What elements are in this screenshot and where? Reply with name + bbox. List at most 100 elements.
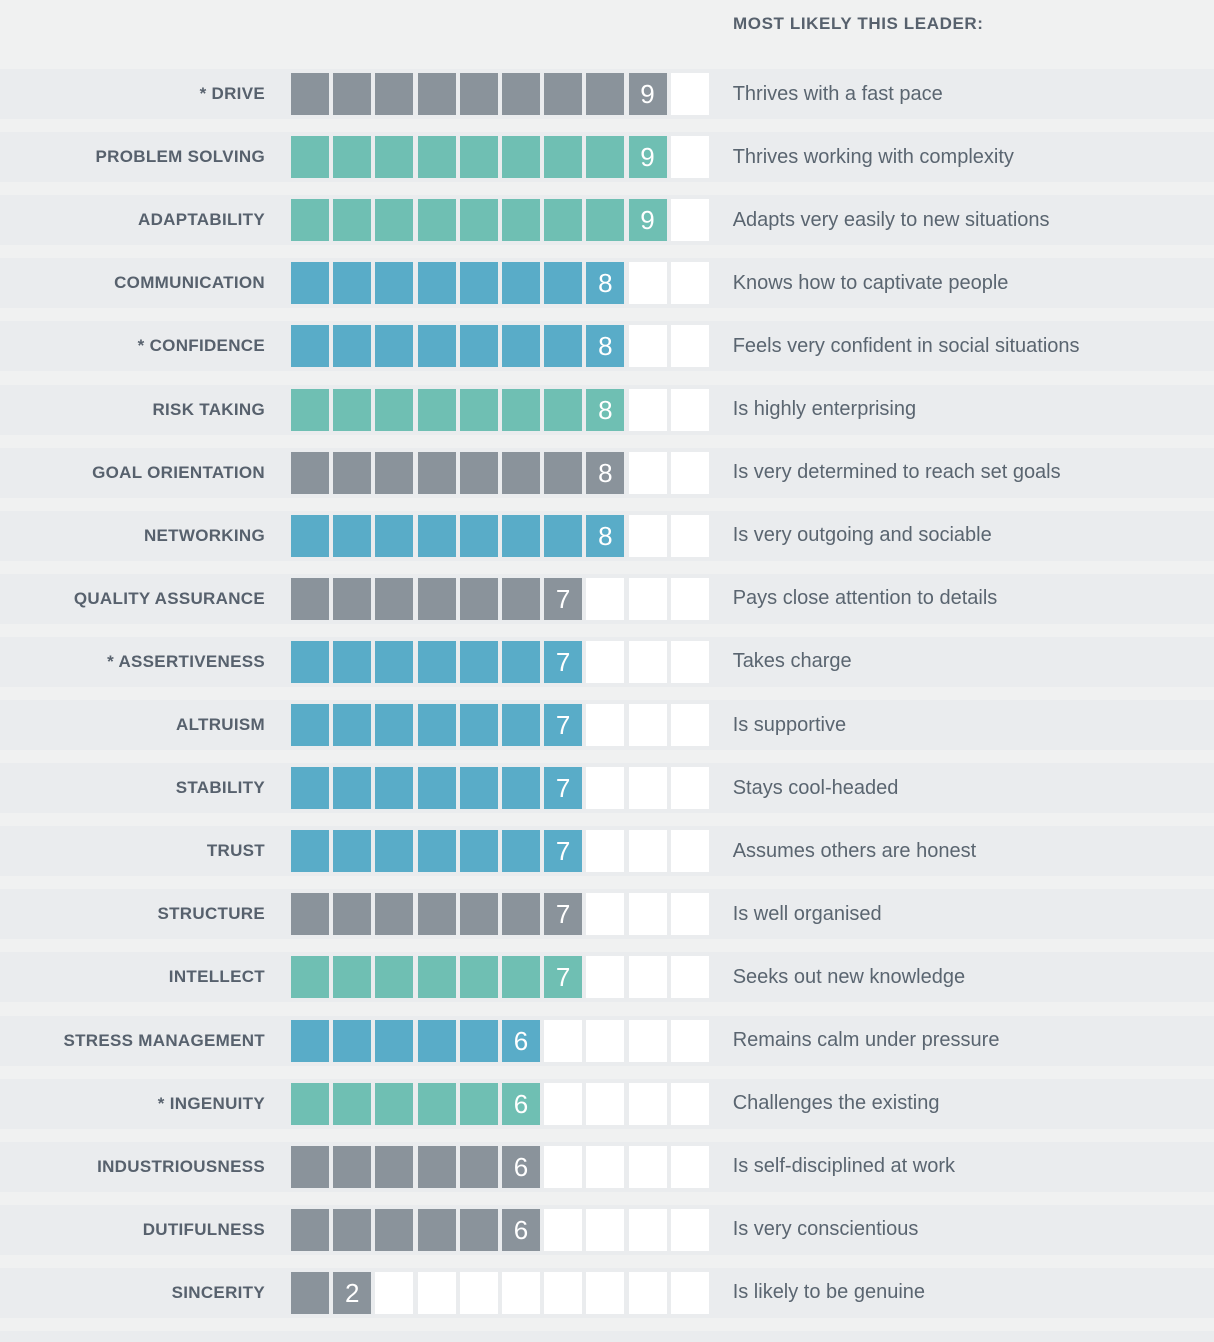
score-value-cell: 2 [333,1271,372,1314]
score-bar: 7 [291,704,709,747]
score-cell-empty [670,514,709,557]
trait-row-band: STRUCTURE 7 Is well organised [0,889,1214,940]
score-cell-empty [586,1145,625,1188]
score-cell-empty [628,1082,667,1125]
score-bar: 6 [291,1019,709,1062]
score-cell-filled [501,830,540,873]
score-cell-filled [375,767,414,810]
trait-row: * DRIVE 9 Thrives with a fast pace [0,56,1214,120]
score-cell-filled [417,767,456,810]
trait-row-band: INTELLECT 7 Seeks out new knowledge [0,952,1214,1003]
score-value-cell: 7 [544,893,583,936]
trait-row-band: STRESS MANAGEMENT 6 Remains calm under p… [0,1015,1214,1066]
score-cell-filled [459,1019,498,1062]
score-cell-filled [333,1082,372,1125]
score-cell-filled [459,830,498,873]
score-value-cell: 6 [501,1082,540,1125]
score-cell-empty [670,893,709,936]
score-cell-empty [586,1271,625,1314]
score-cell-filled [417,136,456,179]
score-cell-filled [375,73,414,116]
trait-row-band: RISK TAKING 8 Is highly enterprising [0,384,1214,435]
score-cell-empty [586,1019,625,1062]
score-cell-filled [459,199,498,242]
trait-description: Is supportive [732,713,847,736]
score-cell-empty [670,1271,709,1314]
score-cell-filled [375,325,414,368]
score-cell-filled [417,262,456,305]
score-cell-empty [544,1145,583,1188]
trait-row-band: ADAPTABILITY 9 Adapts very easily to new… [0,195,1214,246]
score-cell-empty [670,830,709,873]
score-cell-empty [670,640,709,683]
score-value-cell: 9 [628,136,667,179]
score-cell-filled [375,136,414,179]
score-cell-empty [586,704,625,747]
score-cell-filled [459,704,498,747]
score-cell-empty [628,893,667,936]
score-value-cell: 6 [501,1208,540,1251]
score-cell-filled [417,388,456,431]
trait-description: Seeks out new knowledge [732,965,966,988]
trait-row-band: COMMUNICATION 8 Knows how to captivate p… [0,258,1214,309]
score-cell-empty [628,1145,667,1188]
score-cell-filled [417,830,456,873]
score-cell-filled [375,704,414,747]
score-bar: 8 [291,514,709,557]
trait-description: Knows how to captivate people [732,271,1009,294]
trait-label: * ASSERTIVENESS [107,651,265,671]
score-cell-empty [670,262,709,305]
score-cell-filled [375,1082,414,1125]
score-value-cell: 7 [544,577,583,620]
score-cell-filled [291,1208,329,1251]
score-cell-empty [670,1208,709,1251]
score-cell-empty [628,577,667,620]
score-value-cell: 8 [586,262,625,305]
score-cell-filled [375,1208,414,1251]
score-cell-filled [459,1208,498,1251]
score-cell-filled [417,73,456,116]
score-bar: 8 [291,262,709,305]
score-cell-empty [628,1019,667,1062]
trait-row-band: STABILITY 7 Stays cool-headed [0,763,1214,814]
score-cell-filled [375,893,414,936]
trait-description: Stays cool-headed [732,776,899,799]
trait-description: Is self-disciplined at work [732,1155,955,1178]
score-cell-empty [586,640,625,683]
score-cell-filled [544,199,583,242]
score-cell-empty [628,830,667,873]
score-cell-filled [459,514,498,557]
score-cell-filled [333,514,372,557]
trait-label: ALTRUISM [176,715,265,735]
trait-row: DUTIFULNESS 6 Is very conscientious [0,1192,1214,1255]
score-bar: 6 [291,1145,709,1188]
score-cell-filled [417,640,456,683]
trait-label: QUALITY ASSURANCE [73,588,265,608]
score-cell-empty [628,262,667,305]
score-cell-empty [670,325,709,368]
score-cell-filled [501,136,540,179]
score-cell-filled [291,704,329,747]
score-cell-filled [417,199,456,242]
trait-row: NETWORKING 8 Is very outgoing and sociab… [0,498,1214,561]
score-bar: 9 [291,73,709,116]
score-cell-filled [459,956,498,999]
score-cell-empty [670,73,709,116]
score-cell-filled [417,514,456,557]
score-cell-filled [544,388,583,431]
score-cell-filled [417,704,456,747]
trait-description: Thrives working with complexity [732,145,1014,168]
score-cell-filled [375,451,414,494]
score-cell-empty [586,767,625,810]
trait-row: TRUST 7 Assumes others are honest [0,813,1214,877]
score-cell-filled [459,388,498,431]
score-cell-filled [501,893,540,936]
trait-label: STRUCTURE [157,904,265,924]
score-cell-empty [586,893,625,936]
trait-row: STABILITY 7 Stays cool-headed [0,750,1214,814]
score-cell-filled [291,577,329,620]
score-value-cell: 8 [586,388,625,431]
score-bar: 6 [291,1208,709,1251]
score-cell-filled [291,325,329,368]
score-value-cell: 7 [544,767,583,810]
